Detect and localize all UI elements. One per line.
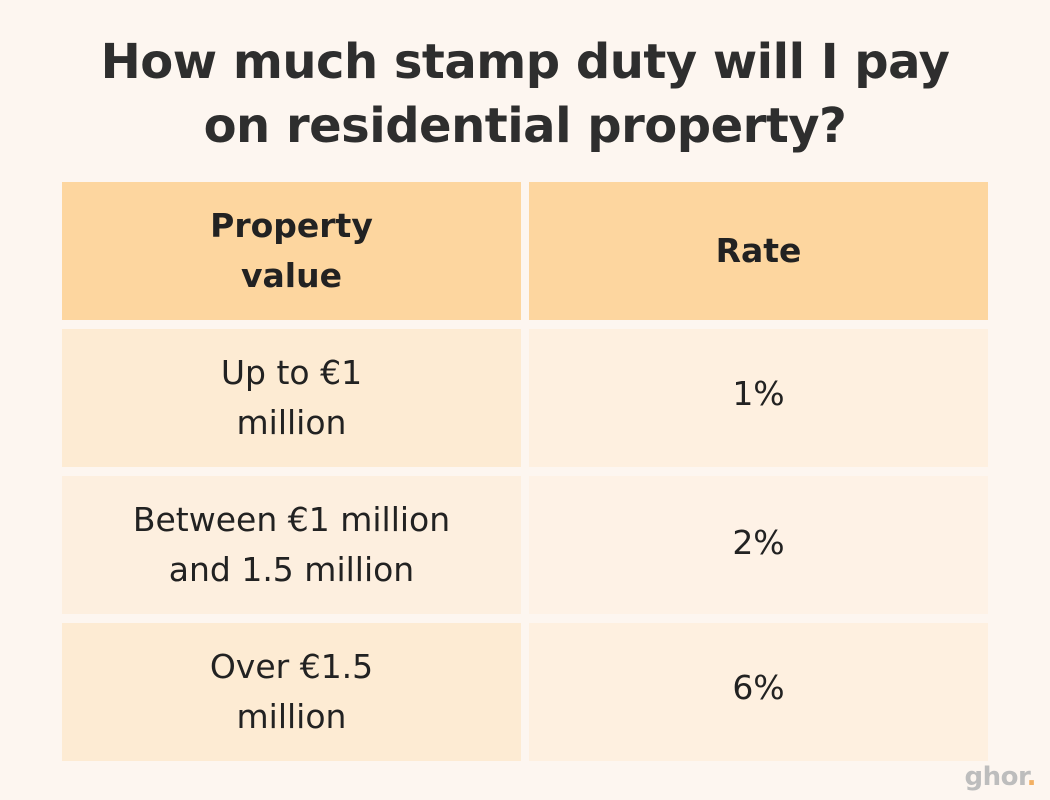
title-line-1: How much stamp duty will I pay (100, 34, 950, 90)
row-2-value-line-1: Between €1 million (132, 500, 451, 539)
table-row-1-property-value: Up to €1 million (62, 329, 521, 467)
header-property-value-line-2: value (241, 256, 342, 295)
header-property-value-line-1: Property (210, 206, 373, 245)
table-row-1-rate: 1% (529, 329, 988, 467)
ghor-logo: ghor. (965, 762, 1037, 792)
page-title: How much stamp duty will I pay on reside… (0, 30, 1050, 158)
header-rate-label: Rate (715, 231, 802, 270)
table-row-2-rate: 2% (529, 476, 988, 614)
row-2-rate: 2% (732, 523, 785, 562)
row-2-value-line-2: and 1.5 million (168, 550, 415, 589)
table-row-2-property-value: Between €1 million and 1.5 million (62, 476, 521, 614)
row-3-rate: 6% (732, 668, 785, 707)
logo-dot: . (1026, 762, 1037, 792)
row-1-value-line-1: Up to €1 (220, 353, 363, 392)
table-row-3-rate: 6% (529, 623, 988, 761)
header-rate: Rate (529, 182, 988, 320)
row-1-rate: 1% (732, 374, 785, 413)
table-row-3-property-value: Over €1.5 million (62, 623, 521, 761)
logo-text: ghor (964, 762, 1028, 792)
row-3-value-line-2: million (236, 697, 347, 736)
row-1-value-line-2: million (236, 403, 347, 442)
header-property-value: Property value (62, 182, 521, 320)
row-3-value-line-1: Over €1.5 (209, 647, 374, 686)
title-line-2: on residential property? (203, 98, 847, 154)
